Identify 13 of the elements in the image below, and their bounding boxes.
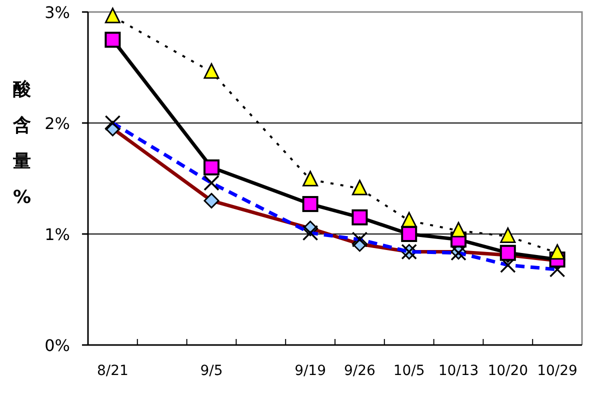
x-tick-label: 10/20 bbox=[488, 363, 528, 379]
y-tick-label: 1% bbox=[44, 225, 70, 244]
x-tick-label: 10/5 bbox=[393, 363, 425, 379]
x-tick-label: 9/19 bbox=[294, 363, 326, 379]
x-tick-label: 9/5 bbox=[200, 363, 223, 379]
y-axis-title: 酸含量% bbox=[12, 79, 32, 208]
x-tick-label: 10/13 bbox=[438, 363, 479, 379]
y-tick-label: 2% bbox=[44, 114, 70, 133]
x-tick-label: 10/29 bbox=[537, 363, 578, 379]
x-tick-label: 8/21 bbox=[96, 363, 128, 379]
y-tick-label: 0% bbox=[44, 336, 70, 355]
y-tick-label: 3% bbox=[44, 3, 70, 22]
x-tick-label: 9/26 bbox=[344, 363, 376, 379]
